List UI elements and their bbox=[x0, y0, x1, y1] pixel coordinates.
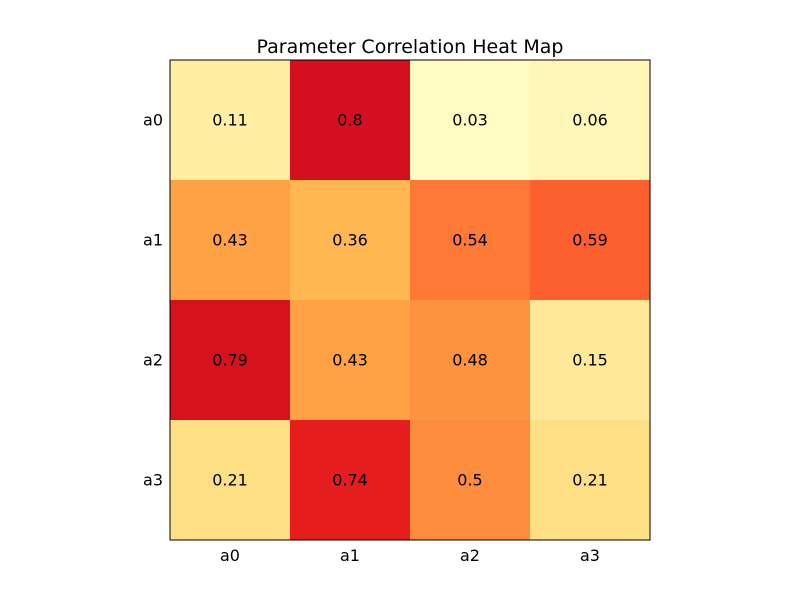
heatmap-cell-a1-a2 bbox=[410, 180, 530, 300]
cell-value-label: 0.11 bbox=[212, 111, 248, 130]
cell-value-label: 0.36 bbox=[332, 231, 368, 250]
cell-value-label: 0.54 bbox=[452, 231, 488, 250]
heatmap-cell-a0-a3 bbox=[530, 60, 650, 180]
heatmap-cell-a1-a0 bbox=[170, 180, 290, 300]
chart-title: Parameter Correlation Heat Map bbox=[257, 36, 564, 58]
heatmap-cell-a2-a1 bbox=[290, 300, 410, 420]
plot-frame bbox=[169, 59, 651, 541]
y-tick-label: a1 bbox=[143, 231, 163, 250]
y-tick-label: a0 bbox=[143, 111, 163, 130]
heatmap-cell-a0-a0 bbox=[170, 60, 290, 180]
y-tick-label: a3 bbox=[143, 471, 163, 490]
heatmap-cell-a0-a1 bbox=[290, 60, 410, 180]
cell-value-label: 0.43 bbox=[332, 351, 368, 370]
y-axis-tick-labels: a0 a1 a2 a3 bbox=[143, 111, 163, 490]
cell-value-label: 0.21 bbox=[212, 471, 248, 490]
cell-value-label: 0.48 bbox=[452, 351, 488, 370]
cell-value-label: 0.21 bbox=[572, 471, 608, 490]
x-tick-label: a0 bbox=[220, 546, 240, 565]
cell-value-label: 0.74 bbox=[332, 471, 368, 490]
cell-value-label: 0.43 bbox=[212, 231, 248, 250]
heatmap-cell-a3-a2 bbox=[410, 420, 530, 540]
cell-value-label: 0.15 bbox=[572, 351, 608, 370]
heatmap-cell-a3-a3 bbox=[530, 420, 650, 540]
heatmap-cell-a2-a0 bbox=[170, 300, 290, 420]
cell-value-label: 0.03 bbox=[452, 111, 488, 130]
x-tick-label: a3 bbox=[580, 546, 600, 565]
x-tick-label: a2 bbox=[460, 546, 480, 565]
x-tick-label: a1 bbox=[340, 546, 360, 565]
cell-value-label: 0.8 bbox=[337, 111, 362, 130]
x-axis-tick-labels: a0 a1 a2 a3 bbox=[220, 546, 600, 565]
heatmap-cell-a3-a0 bbox=[170, 420, 290, 540]
heatmap-cell-a0-a2 bbox=[410, 60, 530, 180]
heatmap-cell-a2-a3 bbox=[530, 300, 650, 420]
cell-value-label: 0.5 bbox=[457, 471, 482, 490]
heatmap-cell-a2-a2 bbox=[410, 300, 530, 420]
heatmap-value-labels: 0.11 0.8 0.03 0.06 0.43 0.36 0.54 0.59 0.79 0.43 0… bbox=[212, 111, 608, 490]
heatmap-cell-a1-a3 bbox=[530, 180, 650, 300]
heatmap-cell-a3-a1 bbox=[290, 420, 410, 540]
cell-value-label: 0.59 bbox=[572, 231, 608, 250]
heatmap-cell-a1-a1 bbox=[290, 180, 410, 300]
y-tick-label: a2 bbox=[143, 351, 163, 370]
cell-value-label: 0.79 bbox=[212, 351, 248, 370]
heatmap-cells bbox=[170, 60, 650, 540]
cell-value-label: 0.06 bbox=[572, 111, 608, 130]
